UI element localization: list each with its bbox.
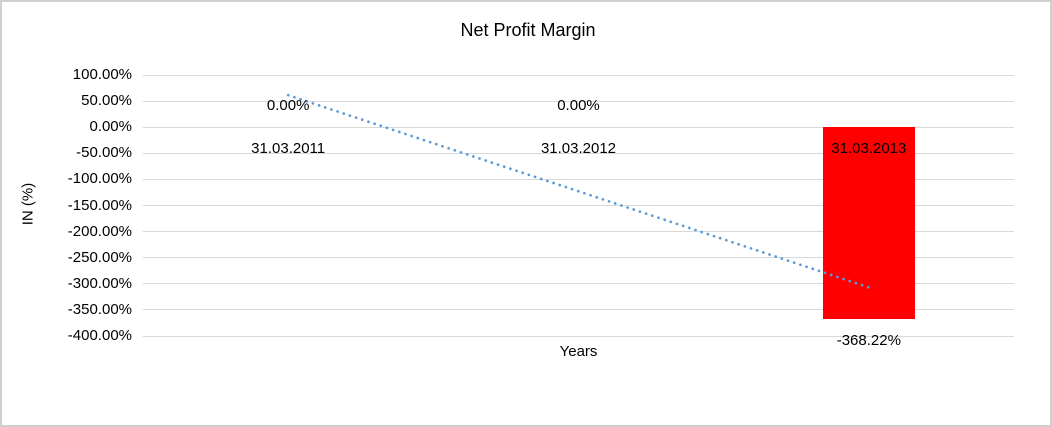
y-tick-label: -200.00% (67, 222, 132, 240)
data-label: -368.22% (836, 332, 901, 350)
category-label: 31.03.2012 (540, 140, 617, 158)
y-tick-label: 0.00% (89, 118, 132, 136)
y-tick-label: -350.00% (67, 300, 132, 318)
y-tick-label: -300.00% (67, 274, 132, 292)
y-tick-label: -400.00% (67, 327, 132, 344)
gridline (143, 309, 1014, 311)
data-label: 0.00% (266, 97, 310, 115)
x-axis-title: Years (559, 343, 598, 360)
y-tick-label: -100.00% (67, 170, 132, 188)
y-tick-label: 100.00% (72, 66, 132, 83)
gridline (143, 335, 1014, 337)
y-tick-label: -50.00% (76, 144, 132, 162)
y-tick-label: -150.00% (67, 196, 132, 214)
category-label: 31.03.2013 (831, 140, 907, 158)
data-label: 0.00% (557, 97, 600, 115)
y-tick-label: -250.00% (67, 248, 132, 266)
trendline-path (286, 93, 871, 289)
category-label: 31.03.2011 (251, 140, 326, 158)
chart-title: Net Profit Margin (460, 20, 596, 40)
gridline (143, 74, 1014, 76)
y-tick-label: 50.00% (81, 92, 132, 110)
